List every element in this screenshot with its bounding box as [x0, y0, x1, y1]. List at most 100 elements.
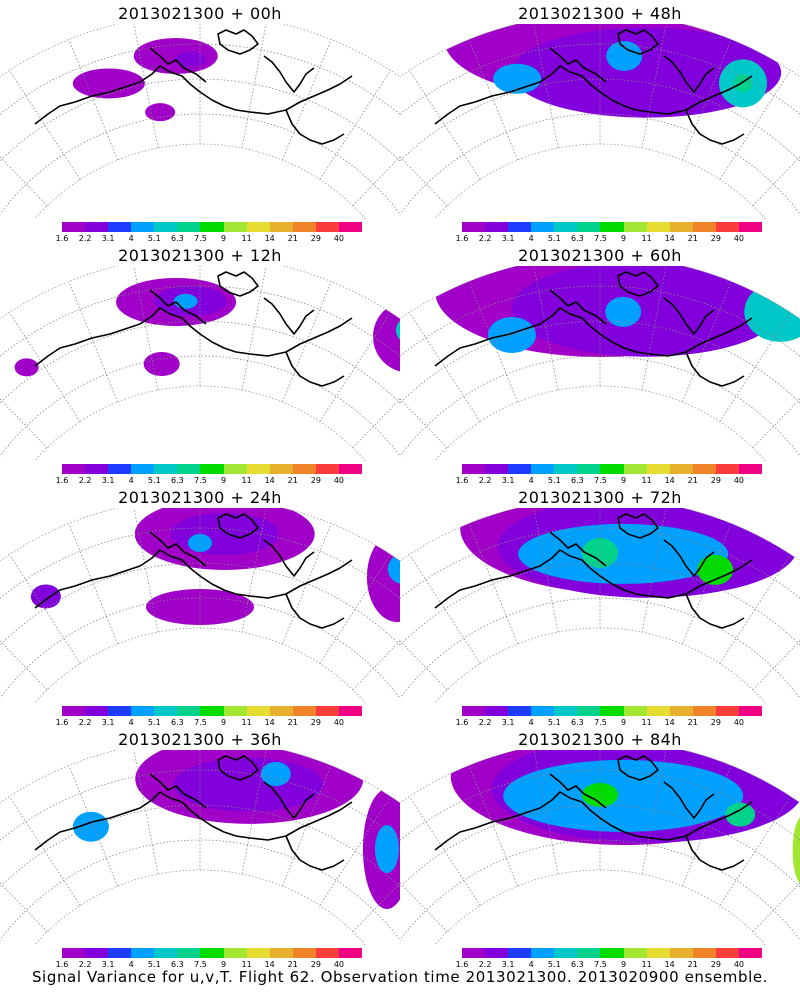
graticule-meridian [682, 281, 732, 403]
colorbar-tick-label: 7.5 [194, 718, 207, 727]
coastline [263, 781, 315, 819]
colorbar-labels: 1.6 2.2 3.1 4 5.1 6.3 7.5 9 11 14 21 29 40 [456, 476, 762, 488]
colorbar-swatch [462, 948, 486, 958]
colorbar-tick-label: 14 [264, 234, 275, 243]
colorbar-tick-label: 11 [241, 718, 252, 727]
colorbar-labels: 1.6 2.2 3.1 4 5.1 6.3 7.5 9 11 14 21 29 40 [56, 476, 362, 488]
colorbar-tick-label: 6.3 [571, 960, 584, 969]
panel-title: 2013021300 + 72h [518, 488, 682, 507]
graticule-meridian [752, 398, 800, 449]
colorbar-tick-label: 2.2 [78, 234, 92, 243]
colorbar-swatch [269, 948, 293, 958]
colorbar-swatch [462, 706, 486, 716]
colorbar-swatch [269, 706, 293, 716]
colorbar-swatch [223, 222, 247, 232]
colorbar-tick-label: 4 [128, 234, 134, 243]
colorbar-tick-label: 21 [287, 718, 298, 727]
coastline [434, 307, 753, 367]
colorbar-tick-label: 4 [528, 960, 534, 969]
colorbar-tick-label: 29 [310, 960, 321, 969]
graticule-parallel [0, 562, 400, 646]
graticule-meridian [241, 266, 267, 391]
coastline [685, 109, 745, 145]
variance-region [175, 51, 206, 67]
graticule-meridian [352, 882, 400, 933]
panel-grid: 2013021300 + 00h 1.6 2.2 3.1 4 5.1 6.3 7.5 9 11 14… [0, 0, 800, 969]
graticule-meridian [468, 765, 518, 887]
polar-map [400, 508, 800, 703]
colorbar-swatch [692, 706, 716, 716]
graticule-meridian [0, 398, 48, 449]
colorbar-tick-label: 6.3 [571, 234, 584, 243]
graticule-meridian [400, 398, 448, 449]
coastline [617, 29, 659, 55]
panel-title: 2013021300 + 48h [518, 4, 682, 23]
colorbar [462, 948, 763, 958]
colorbar-tick-label: 40 [333, 718, 345, 727]
colorbar-tick-label: 3.1 [101, 960, 115, 969]
colorbar-swatch [646, 948, 670, 958]
colorbar-tick-label: 3.1 [101, 476, 115, 485]
colorbar-tick-label: 9 [620, 960, 627, 969]
graticule-parallel [400, 355, 800, 457]
colorbar-tick-label: 11 [641, 960, 652, 969]
graticule-meridian [0, 640, 48, 691]
colorbar-swatch [154, 706, 178, 716]
colorbar-tick-label: 14 [664, 718, 675, 727]
coastline [285, 835, 345, 871]
colorbar-swatch [623, 222, 647, 232]
colorbar [62, 706, 363, 716]
colorbar-swatch [154, 464, 178, 474]
graticule-meridian [133, 266, 159, 391]
colorbar-swatch [554, 948, 578, 958]
colorbar-swatch [462, 222, 486, 232]
colorbar-swatch [646, 222, 670, 232]
coastline [285, 593, 345, 629]
colorbar-swatch [292, 464, 316, 474]
graticule-meridian [68, 281, 118, 403]
graticule-meridian [533, 508, 559, 633]
graticule-meridian [241, 24, 267, 149]
colorbar-tick-label: 29 [310, 718, 321, 727]
variance-region [725, 802, 756, 827]
graticule-meridian [9, 796, 81, 906]
colorbar-swatch [177, 706, 201, 716]
colorbar-swatch [577, 948, 601, 958]
colorbar-swatch [131, 706, 155, 716]
colorbar-tick-label: 6.3 [571, 718, 584, 727]
colorbar-tick-label: 4 [128, 960, 134, 969]
colorbar-tick-label: 9 [220, 960, 227, 969]
colorbar-tick-label: 9 [620, 476, 627, 485]
colorbar-swatch [200, 222, 224, 232]
colorbar-swatch [531, 706, 555, 716]
coastline [434, 65, 753, 125]
colorbar-tick-label: 3.1 [501, 960, 515, 969]
colorbar-tick-label: 2.2 [478, 960, 492, 969]
coastline [685, 351, 745, 387]
colorbar-tick-label: 29 [710, 476, 721, 485]
graticule-meridian [533, 24, 559, 149]
coastline [549, 773, 607, 809]
graticule-meridian [682, 39, 732, 161]
map-panel: 2013021300 + 48h 1.6 2.2 3.1 4 5.1 6.3 7.5 9 11 14… [400, 0, 800, 243]
colorbar-swatch [669, 222, 693, 232]
colorbar-swatch [292, 948, 316, 958]
colorbar [462, 464, 763, 474]
colorbar-tick-label: 2.2 [78, 718, 92, 727]
colorbar-tick-label: 14 [264, 718, 275, 727]
colorbar-swatch [485, 706, 509, 716]
graticule-parallel [400, 113, 800, 215]
colorbar-swatch [292, 706, 316, 716]
colorbar-tick-label: 11 [241, 234, 252, 243]
colorbar-swatch [692, 948, 716, 958]
colorbar-tick-label: 21 [687, 960, 698, 969]
colorbar-tick-label: 6.3 [171, 234, 184, 243]
colorbar-tick-label: 3.1 [501, 234, 515, 243]
colorbar-swatch [531, 464, 555, 474]
colorbar-swatch [177, 464, 201, 474]
colorbar-tick-label: 1.6 [55, 476, 69, 485]
coastline [434, 549, 753, 609]
colorbar-tick-label: 1.6 [455, 960, 469, 969]
graticule-meridian [468, 39, 518, 161]
graticule-meridian [133, 750, 159, 875]
